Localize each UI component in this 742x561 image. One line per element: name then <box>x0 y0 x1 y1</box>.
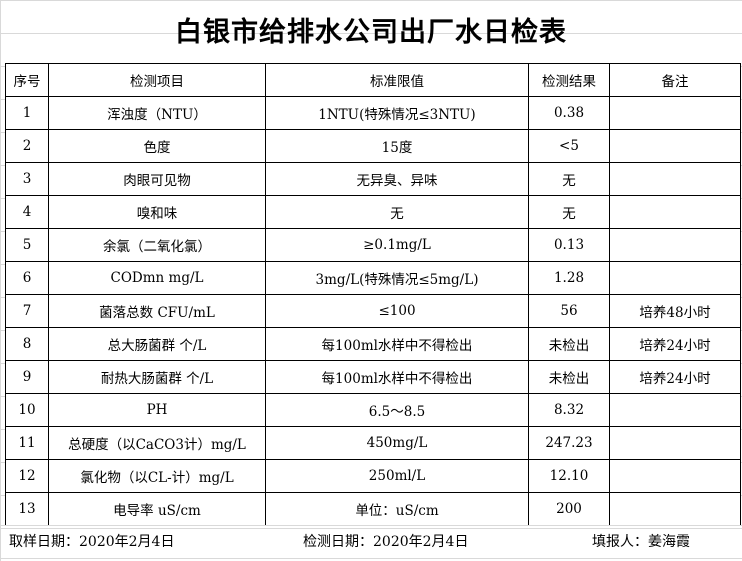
reporter[interactable]: 填报人：姜海霞 <box>592 534 690 550</box>
row-number-cell[interactable]: 8 <box>5 327 49 361</box>
remark-cell[interactable] <box>609 195 741 229</box>
standard-limit-cell[interactable]: ≤100 <box>265 294 529 328</box>
table-row: 13 电导率 uS/cm 单位：uS/cm 200 <box>5 492 741 526</box>
table-row: 2 色度 15度 <5 <box>5 129 741 163</box>
test-item-cell[interactable]: 浑浊度（NTU） <box>48 96 266 130</box>
header-cell[interactable]: 检测结果 <box>528 63 610 97</box>
header-cell[interactable]: 标准限值 <box>265 63 529 97</box>
row-number-cell[interactable]: 4 <box>5 195 49 229</box>
remark-cell[interactable] <box>609 261 741 295</box>
table-row: 12 氯化物（以CL-计）mg/L 250ml/L 12.10 <box>5 459 741 493</box>
row-number-cell[interactable]: 6 <box>5 261 49 295</box>
row-number-cell[interactable]: 9 <box>5 360 49 394</box>
remark-cell[interactable] <box>609 96 741 130</box>
table-row: 9 耐热大肠菌群 个/L 每100ml水样中不得检出 未检出 培养24小时 <box>5 360 741 394</box>
test-result-cell[interactable]: 0.38 <box>528 96 610 130</box>
header-cell[interactable]: 备注 <box>609 63 741 97</box>
row-number-cell[interactable]: 3 <box>5 162 49 196</box>
row-number-cell[interactable]: 12 <box>5 459 49 493</box>
test-item-cell[interactable]: 氯化物（以CL-计）mg/L <box>48 459 266 493</box>
test-result-cell[interactable]: 1.28 <box>528 261 610 295</box>
standard-limit-cell[interactable]: 1NTU(特殊情况≤3NTU) <box>265 96 529 130</box>
test-result-cell[interactable]: 未检出 <box>528 327 610 361</box>
standard-limit-cell[interactable]: 15度 <box>265 129 529 163</box>
standard-limit-cell[interactable]: 6.5～8.5 <box>265 393 529 427</box>
row-number-cell[interactable]: 7 <box>5 294 49 328</box>
header-cell[interactable]: 序号 <box>5 63 49 97</box>
test-item-cell[interactable]: 总硬度（以CaCO3计）mg/L <box>48 426 266 460</box>
row-number-cell[interactable]: 13 <box>5 492 49 526</box>
standard-limit-cell[interactable]: 3mg/L(特殊情况≤5mg/L) <box>265 261 529 295</box>
row-number-cell[interactable]: 10 <box>5 393 49 427</box>
test-item-cell[interactable]: 总大肠菌群 个/L <box>48 327 266 361</box>
grid-line <box>0 525 742 526</box>
sample-date[interactable]: 取样日期：2020年2月4日 <box>9 534 175 550</box>
row-number-cell[interactable]: 5 <box>5 228 49 262</box>
remark-cell[interactable]: 培养24小时 <box>609 327 741 361</box>
grid-line <box>0 558 742 559</box>
test-result-cell[interactable]: 无 <box>528 162 610 196</box>
standard-limit-cell[interactable]: 无 <box>265 195 529 229</box>
header-cell[interactable]: 检测项目 <box>48 63 266 97</box>
standard-limit-cell[interactable]: 每100ml水样中不得检出 <box>265 327 529 361</box>
remark-cell[interactable] <box>609 459 741 493</box>
table-row: 3 肉眼可见物 无异臭、异味无 <box>5 162 741 196</box>
inspection-table: 序号 检测项目 标准限值 检测结果 备注 1 浑浊度（NTU） 1NTU(特殊情况≤… <box>5 63 741 526</box>
standard-limit-cell[interactable]: 450mg/L <box>265 426 529 460</box>
page-title: 白银市给排水公司出厂水日检表 <box>175 17 567 48</box>
standard-limit-cell[interactable]: 250ml/L <box>265 459 529 493</box>
remark-cell[interactable] <box>609 393 741 427</box>
test-result-cell[interactable]: 247.23 <box>528 426 610 460</box>
test-item-cell[interactable]: 肉眼可见物 <box>48 162 266 196</box>
table-row: 10 PH 6.5～8.5 8.32 <box>5 393 741 427</box>
standard-limit-cell[interactable]: 无异臭、异味 <box>265 162 529 196</box>
remark-cell[interactable] <box>609 129 741 163</box>
test-item-cell[interactable]: 耐热大肠菌群 个/L <box>48 360 266 394</box>
table-row: 1 浑浊度（NTU） 1NTU(特殊情况≤3NTU) 0.38 <box>5 96 741 130</box>
test-item-cell[interactable]: PH <box>48 393 266 427</box>
table-row: 7 菌落总数 CFU/mL ≤100 56 培养48小时 <box>5 294 741 328</box>
remark-cell[interactable]: 培养48小时 <box>609 294 741 328</box>
test-result-cell[interactable]: 56 <box>528 294 610 328</box>
row-number-cell[interactable]: 11 <box>5 426 49 460</box>
test-result-cell[interactable]: 无 <box>528 195 610 229</box>
standard-limit-cell[interactable]: 单位：uS/cm <box>265 492 529 526</box>
row-number-cell[interactable]: 1 <box>5 96 49 130</box>
table-row: 5 余氯（二氧化氯） ≥0.1mg/L 0.13 <box>5 228 741 262</box>
test-result-cell[interactable]: 未检出 <box>528 360 610 394</box>
remark-cell[interactable]: 培养24小时 <box>609 360 741 394</box>
test-result-cell[interactable]: 8.32 <box>528 393 610 427</box>
test-result-cell[interactable]: <5 <box>528 129 610 163</box>
table-row: 11 总硬度（以CaCO3计）mg/L 450mg/L 247.23 <box>5 426 741 460</box>
remark-cell[interactable] <box>609 492 741 526</box>
standard-limit-cell[interactable]: 每100ml水样中不得检出 <box>265 360 529 394</box>
test-date[interactable]: 检测日期：2020年2月4日 <box>303 534 469 550</box>
table-row: 4 嗅和味无无 <box>5 195 741 229</box>
test-result-cell[interactable]: 200 <box>528 492 610 526</box>
test-item-cell[interactable]: CODmn mg/L <box>48 261 266 295</box>
remark-cell[interactable] <box>609 162 741 196</box>
table-row: 6 CODmn mg/L 3mg/L(特殊情况≤5mg/L) 1.28 <box>5 261 741 295</box>
test-item-cell[interactable]: 嗅和味 <box>48 195 266 229</box>
test-item-cell[interactable]: 色度 <box>48 129 266 163</box>
test-result-cell[interactable]: 0.13 <box>528 228 610 262</box>
row-number-cell[interactable]: 2 <box>5 129 49 163</box>
test-result-cell[interactable]: 12.10 <box>528 459 610 493</box>
test-item-cell[interactable]: 余氯（二氧化氯） <box>48 228 266 262</box>
remark-cell[interactable] <box>609 426 741 460</box>
remark-cell[interactable] <box>609 228 741 262</box>
header-row: 序号 检测项目 标准限值 检测结果 备注 <box>5 63 741 97</box>
table-row: 8 总大肠菌群 个/L 每100ml水样中不得检出 未检出 培养24小时 <box>5 327 741 361</box>
test-item-cell[interactable]: 菌落总数 CFU/mL <box>48 294 266 328</box>
test-item-cell[interactable]: 电导率 uS/cm <box>48 492 266 526</box>
standard-limit-cell[interactable]: ≥0.1mg/L <box>265 228 529 262</box>
